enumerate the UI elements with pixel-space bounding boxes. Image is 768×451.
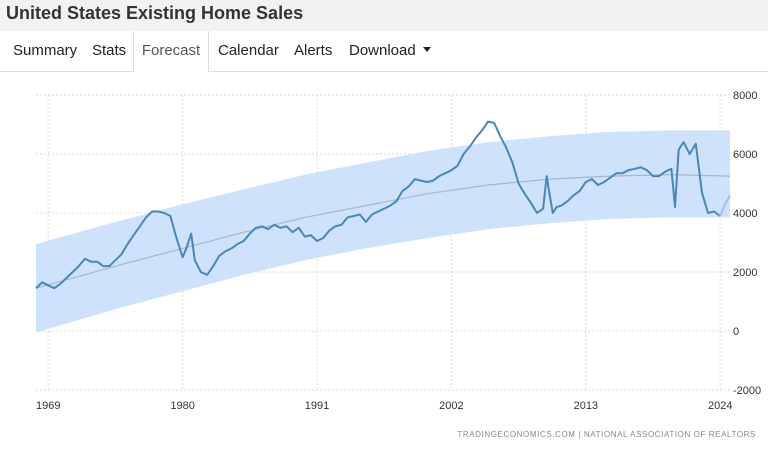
tab-alerts[interactable]: Alerts xyxy=(294,42,333,59)
tab-calendar[interactable]: Calendar xyxy=(218,42,279,59)
tab-download-label: Download xyxy=(349,42,416,59)
page-title: United States Existing Home Sales xyxy=(6,3,304,23)
y-tick-label: 0 xyxy=(733,326,739,338)
forecast-band-layer xyxy=(36,130,730,333)
line-chart: 8000 6000 4000 2000 0 -2000 1969 1980 1991 2002 2… xyxy=(35,90,761,412)
x-tick-label: 2002 xyxy=(439,400,463,412)
forecast-line xyxy=(719,194,731,217)
y-axis-labels: 8000 6000 4000 2000 0 -2000 xyxy=(733,90,761,397)
source-credit: TRADINGECONOMICS.COM | NATIONAL ASSOCIAT… xyxy=(457,430,756,439)
tab-stats[interactable]: Stats xyxy=(92,42,127,59)
tab-bar: Summary Stats Forecast Calendar Alerts D… xyxy=(0,31,768,72)
x-axis-labels: 1969 1980 1991 2002 2013 2024 xyxy=(36,400,732,412)
existing-home-sales-line xyxy=(35,120,721,290)
title-bar: United States Existing Home Sales xyxy=(0,0,768,31)
series-layer xyxy=(35,120,731,290)
x-tick-label: 2013 xyxy=(574,400,598,412)
y-tick-label: 8000 xyxy=(733,90,757,102)
y-tick-label: -2000 xyxy=(733,385,761,397)
y-tick-label: 4000 xyxy=(733,208,757,220)
forecast-band xyxy=(36,130,730,333)
y-tick-label: 2000 xyxy=(733,267,757,279)
x-tick-label: 1969 xyxy=(36,400,60,412)
tab-download[interactable]: Download xyxy=(349,31,431,71)
tab-summary[interactable]: Summary xyxy=(13,42,78,59)
x-tick-label: 1991 xyxy=(305,400,329,412)
y-tick-label: 6000 xyxy=(733,149,757,161)
x-tick-label: 1980 xyxy=(170,400,194,412)
x-tick-label: 2024 xyxy=(708,400,732,412)
chart-area: 8000 6000 4000 2000 0 -2000 1969 1980 1991 2002 2… xyxy=(0,72,768,446)
caret-down-icon xyxy=(422,46,431,52)
tab-forecast[interactable]: Forecast xyxy=(133,31,209,72)
